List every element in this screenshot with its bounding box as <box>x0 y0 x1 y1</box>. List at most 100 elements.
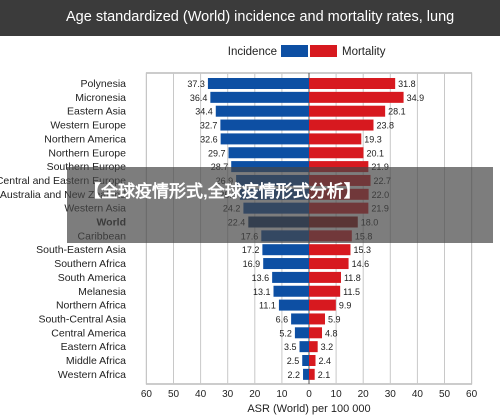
legend-label-incidence: Incidence <box>228 46 277 58</box>
value-label-incidence: 16.9 <box>243 259 261 269</box>
value-label-incidence: 32.7 <box>200 121 218 131</box>
bar-incidence <box>215 105 309 117</box>
category-label: Eastern Asia <box>67 106 126 118</box>
value-label-mortality: 19.3 <box>364 134 382 144</box>
value-label-incidence: 2.2 <box>288 370 301 380</box>
x-tick-label: 50 <box>168 389 180 400</box>
bar-incidence <box>220 133 309 145</box>
value-label-incidence: 29.7 <box>208 148 226 158</box>
value-label-mortality: 14.6 <box>352 259 370 269</box>
value-label-incidence: 11.1 <box>259 301 276 311</box>
bar-mortality <box>309 271 341 283</box>
bar-incidence <box>302 355 309 366</box>
legend-label-mortality: Mortality <box>342 46 386 58</box>
value-label-incidence: 13.6 <box>252 273 270 283</box>
value-label-mortality: 31.8 <box>398 79 416 89</box>
category-label: Northern America <box>44 133 126 145</box>
bar-incidence <box>291 313 309 325</box>
watermark-text: 【全球疫情形式,全球疫情形式分析】 <box>84 182 361 201</box>
category-label: South-Central Asia <box>38 313 126 325</box>
category-label: Central America <box>51 327 126 339</box>
value-label-incidence: 36.4 <box>190 93 208 103</box>
x-tick-label: 40 <box>195 389 207 400</box>
x-axis-label: ASR (World) per 100 000 <box>247 403 370 415</box>
bar-incidence <box>273 285 309 297</box>
value-label-mortality: 11.5 <box>343 287 360 297</box>
legend-swatch-incidence <box>281 45 308 57</box>
category-label: Melanesia <box>78 286 126 298</box>
value-label-incidence: 17.2 <box>242 245 260 255</box>
x-tick-label: 60 <box>141 389 153 400</box>
bar-mortality <box>309 91 404 103</box>
x-tick-label: 60 <box>466 389 478 400</box>
category-label: South-Eastern Asia <box>36 244 126 256</box>
bar-mortality <box>309 244 351 256</box>
category-label: Southern Africa <box>54 258 126 270</box>
value-label-incidence: 5.2 <box>279 328 292 338</box>
value-label-mortality: 2.4 <box>319 356 332 366</box>
value-label-incidence: 6.6 <box>276 314 289 324</box>
category-label: Micronesia <box>75 92 126 104</box>
bar-mortality <box>309 285 341 297</box>
bar-incidence <box>263 258 309 270</box>
bar-mortality <box>309 313 325 325</box>
category-label: Polynesia <box>80 78 126 90</box>
value-label-mortality: 28.1 <box>388 107 406 117</box>
bar-mortality <box>309 119 374 131</box>
value-label-mortality: 9.9 <box>339 301 352 311</box>
category-label: Western Africa <box>58 369 126 381</box>
bar-incidence <box>299 341 309 353</box>
bar-incidence <box>231 161 309 173</box>
x-tick-label: 40 <box>412 389 424 400</box>
value-label-mortality: 34.9 <box>407 93 425 103</box>
category-label: Northern Europe <box>48 147 126 159</box>
bar-incidence <box>303 368 309 380</box>
value-label-mortality: 3.2 <box>321 342 334 352</box>
x-tick-label: 10 <box>276 389 288 400</box>
category-label: South America <box>58 272 126 284</box>
bar-mortality <box>309 161 369 173</box>
value-label-incidence: 37.3 <box>187 79 205 89</box>
x-tick-label: 20 <box>358 389 370 400</box>
bar-mortality <box>309 368 315 380</box>
bar-mortality <box>309 147 364 159</box>
chart-header: Age standardized (World) incidence and m… <box>0 0 500 36</box>
bar-mortality <box>309 355 316 366</box>
value-label-mortality: 20.1 <box>366 148 384 158</box>
bar-mortality <box>309 327 323 339</box>
value-label-mortality: 15.3 <box>353 245 371 255</box>
bar-incidence <box>278 299 309 311</box>
category-label: Northern Africa <box>56 300 126 312</box>
value-label-mortality: 11.8 <box>344 273 361 283</box>
value-label-incidence: 34.4 <box>195 107 213 117</box>
bar-mortality <box>309 105 386 117</box>
category-label: Western Europe <box>50 120 126 132</box>
bar-mortality <box>309 133 362 145</box>
x-tick-label: 20 <box>249 389 261 400</box>
bar-incidence <box>228 147 309 159</box>
bar-incidence <box>220 119 309 131</box>
value-label-mortality: 2.1 <box>318 370 331 380</box>
x-tick-label: 10 <box>331 389 343 400</box>
value-label-mortality: 5.9 <box>328 314 341 324</box>
watermark-overlay <box>67 167 493 243</box>
value-label-incidence: 2.5 <box>287 356 300 366</box>
bar-mortality <box>309 341 318 353</box>
value-label-incidence: 32.6 <box>200 134 218 144</box>
value-label-mortality: 23.8 <box>376 121 394 131</box>
legend-swatch-mortality <box>310 45 337 57</box>
bar-incidence <box>272 271 309 283</box>
value-label-incidence: 13.1 <box>253 287 271 297</box>
category-label: Middle Africa <box>66 355 126 367</box>
category-label: Eastern Africa <box>61 341 127 353</box>
bar-mortality <box>309 258 349 270</box>
bar-incidence <box>207 78 309 89</box>
value-label-incidence: 3.5 <box>284 342 297 352</box>
bar-incidence <box>210 91 309 103</box>
bar-mortality <box>309 78 396 89</box>
bar-incidence <box>294 327 309 339</box>
bar-mortality <box>309 299 336 311</box>
chart-title: Age standardized (World) incidence and m… <box>66 9 455 25</box>
value-label-mortality: 4.8 <box>325 328 338 338</box>
bar-incidence <box>262 244 309 256</box>
